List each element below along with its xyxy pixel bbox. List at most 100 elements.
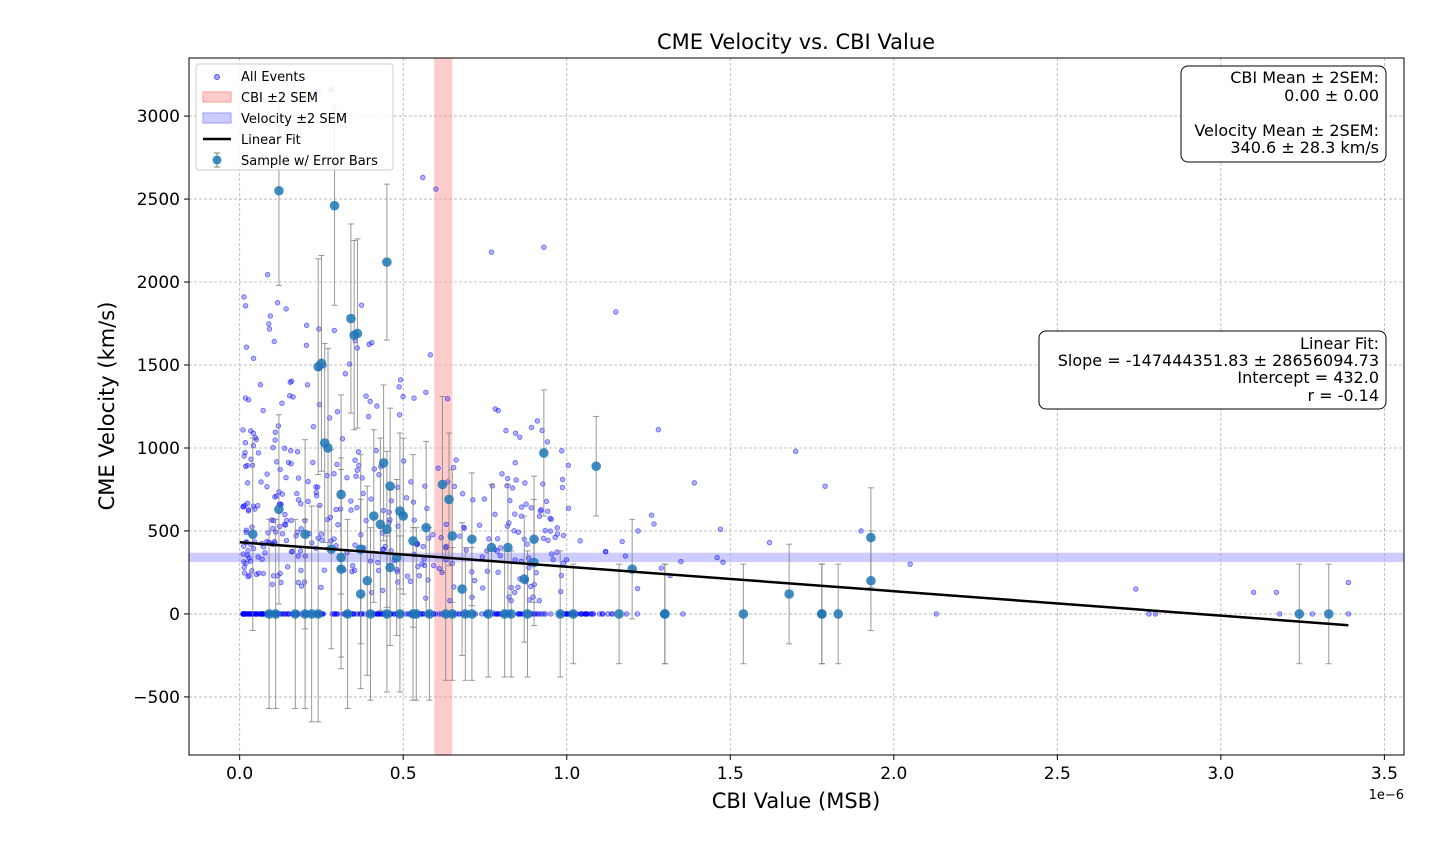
sample-point [1323,609,1334,619]
event-point [512,511,518,517]
event-point [545,537,551,544]
event-point [463,547,469,553]
event-point [283,517,290,524]
event-point [253,571,260,578]
event-point [298,567,304,574]
event-point [539,427,545,434]
sample-point [539,448,549,458]
x-tick-label: 1.5 [717,764,744,784]
event-point [324,516,331,523]
event-point [279,400,285,406]
event-point [480,585,486,591]
event-point [270,573,277,579]
event-point [283,306,289,312]
sample-point [313,609,323,619]
event-point [404,573,411,579]
event-point [822,483,828,489]
event-point [582,611,588,617]
cbi-sem-band [434,58,453,755]
y-tick-label: 1000 [137,439,180,459]
sample-point [336,552,346,563]
event-point [548,551,555,557]
event-point [499,471,505,477]
event-point [1146,611,1152,617]
event-point [365,413,372,420]
event-point [241,294,247,300]
event-point [295,579,301,586]
event-point [515,529,522,535]
x-axis-label: CBI Value (MSB) [712,789,881,813]
sample-point [382,609,392,619]
event-point [324,472,330,479]
event-point [714,554,720,561]
sem-bands [189,58,1404,755]
event-point [293,533,299,539]
event-point [397,377,404,383]
event-point [495,407,501,414]
x-tick-label: 2.0 [880,764,907,784]
sample-point [336,564,346,574]
event-point [517,434,523,440]
sample-point [274,504,284,515]
event-point [495,569,501,576]
sample-points [247,185,1334,619]
event-point [241,570,248,576]
sample-point [437,479,448,490]
sample-point [447,609,458,619]
event-point [1250,589,1257,596]
event-point [242,440,249,446]
event-point [523,501,529,507]
event-point [285,459,292,466]
event-point [512,430,519,436]
event-point [497,545,504,551]
event-point [554,525,560,531]
event-point [282,522,289,528]
event-point [247,558,254,564]
event-point [433,186,439,192]
event-point [342,371,349,377]
event-point [1152,611,1159,617]
event-point [272,429,279,436]
event-point [648,512,655,518]
event-point [505,475,511,482]
event-point [250,442,257,449]
y-axis-label: CME Velocity (km/s) [95,302,119,511]
event-point [375,559,381,566]
event-point [933,611,940,617]
sample-point [385,562,395,573]
event-point [380,546,386,552]
sample-point [300,529,310,540]
event-point [244,480,251,486]
event-point [352,457,358,463]
event-point [528,505,534,511]
event-point [541,244,547,250]
event-point [680,611,686,617]
event-point [476,522,483,528]
event-point [255,450,262,456]
event-point [560,560,567,566]
event-point [242,303,249,309]
event-point [548,516,554,523]
event-point [242,395,249,401]
event-point [258,611,265,617]
event-point [265,530,271,536]
x-tick-label: 0.5 [390,764,417,784]
sample-point [614,609,624,619]
event-point [245,574,251,580]
event-point [619,538,625,545]
event-point [245,547,251,554]
event-point [534,418,540,424]
event-point [354,504,360,511]
sample-point [486,542,497,553]
x-tick-label: 1.0 [553,764,580,784]
event-point [559,476,566,483]
event-point [450,464,457,471]
event-point [602,548,609,555]
event-point [349,568,355,575]
fit-line-path [239,541,1349,627]
sample-point [382,524,392,535]
event-point [305,498,311,505]
sample-point [408,536,418,546]
sample-point [274,185,284,196]
event-point [349,562,356,569]
